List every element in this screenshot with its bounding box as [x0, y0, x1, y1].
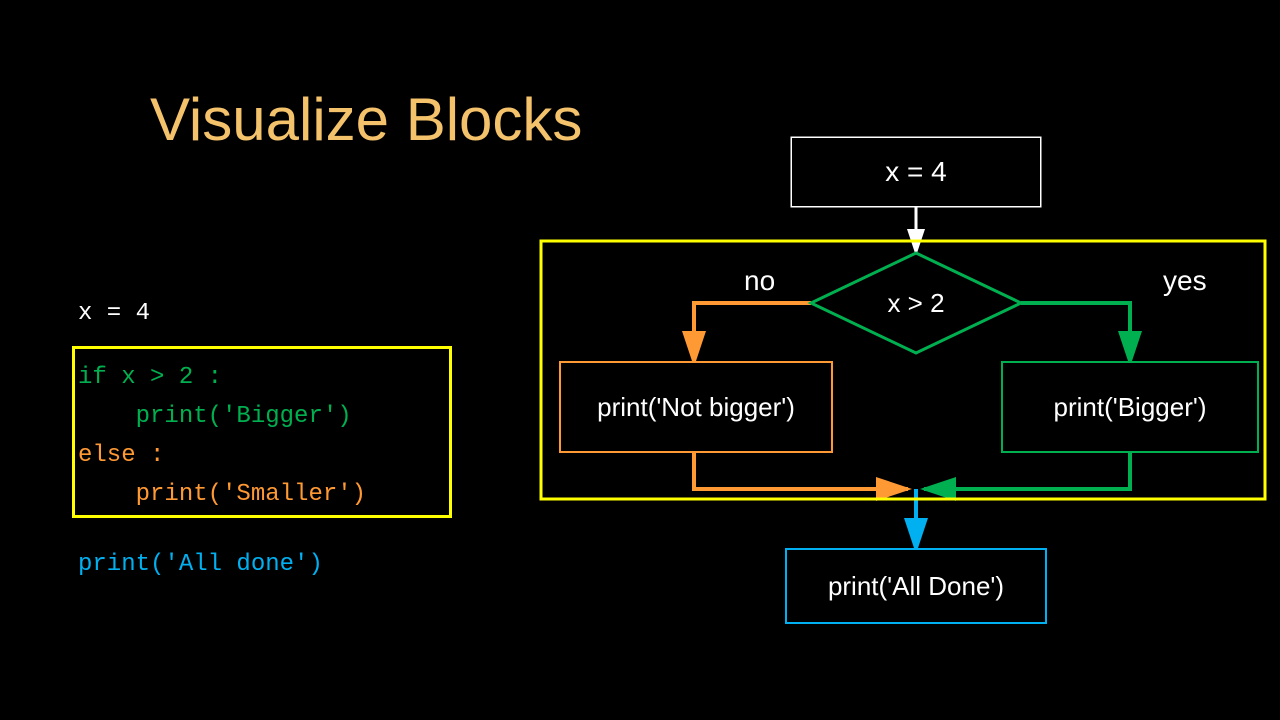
flow-node-cond: x > 2 — [811, 253, 1021, 353]
flow-label-yes_label: yes — [1163, 265, 1207, 297]
flow-node-bigger: print('Bigger') — [1003, 363, 1257, 451]
flow-label-no_label: no — [744, 265, 775, 297]
flow-node-all_done: print('All Done') — [787, 550, 1045, 622]
flow-node-not_bigger: print('Not bigger') — [561, 363, 831, 451]
flowchart-svg — [0, 0, 1280, 720]
flow-node-start: x = 4 — [792, 138, 1040, 206]
